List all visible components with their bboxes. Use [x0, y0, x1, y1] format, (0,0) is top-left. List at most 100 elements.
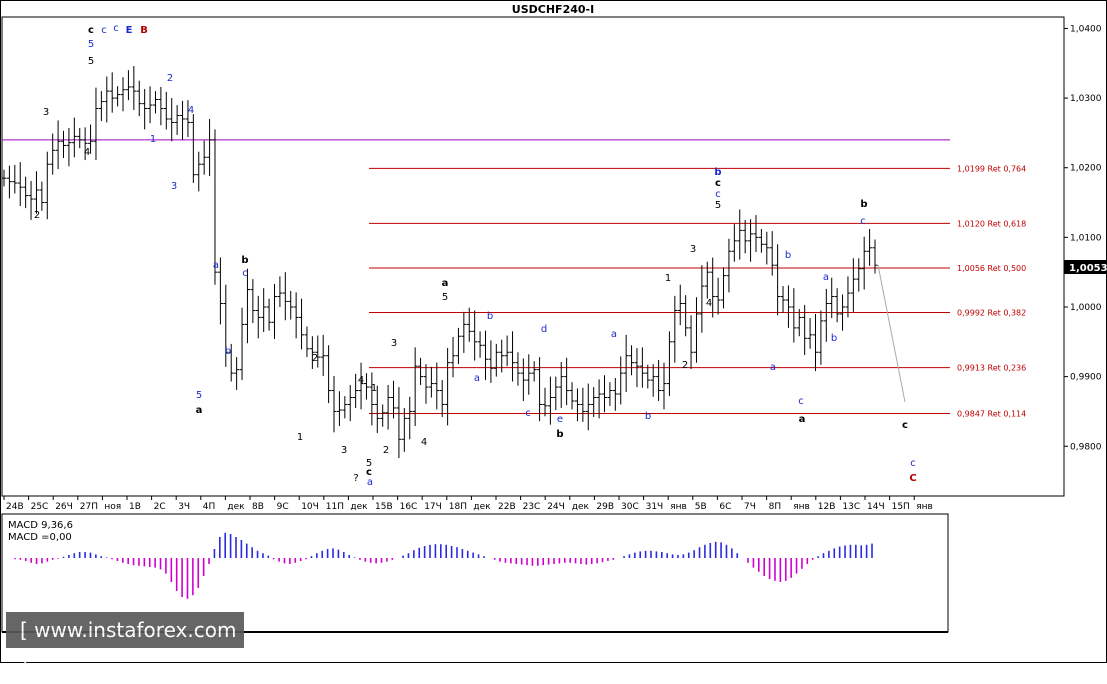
- price-bar: [380, 404, 386, 427]
- price-bar: [439, 380, 445, 418]
- price-bar: [353, 373, 359, 408]
- price-bar: [304, 326, 310, 358]
- price-bar: [618, 356, 624, 405]
- wave-label: a: [442, 278, 449, 289]
- price-bar: [434, 362, 440, 410]
- price-bar: [520, 358, 526, 401]
- price-bar: [688, 315, 694, 369]
- price-bar: [461, 311, 467, 353]
- wave-label: 4: [188, 105, 194, 116]
- wave-label: c: [101, 25, 107, 36]
- price-bar: [677, 284, 683, 326]
- price-bar: [531, 361, 537, 382]
- price-bar: [223, 284, 229, 367]
- macd-label-1: MACD 9,36,6: [8, 520, 73, 531]
- price-bar: [369, 372, 375, 426]
- x-tick-label: 16С: [400, 502, 418, 512]
- x-tick-label: 8П: [769, 502, 782, 512]
- price-bar: [650, 364, 656, 397]
- wave-label: c: [715, 178, 721, 189]
- price-bar: [142, 89, 148, 130]
- price-bar: [661, 362, 667, 410]
- wave-label: 1: [150, 134, 156, 145]
- y-tick-label: 1,0000: [1070, 303, 1102, 313]
- x-tick-label: 30С: [621, 502, 639, 512]
- price-bar: [66, 128, 72, 167]
- price-bar: [710, 257, 716, 318]
- price-bar: [639, 347, 645, 388]
- x-tick-label: 23С: [523, 502, 541, 512]
- chart-title: USDCHF240-I: [512, 3, 594, 16]
- wave-label: 1: [665, 273, 671, 284]
- y-tick-label: 0,9800: [1070, 442, 1102, 452]
- wave-label: 3: [341, 445, 347, 456]
- price-bar: [228, 343, 234, 382]
- price-bar: [504, 335, 510, 367]
- price-bar: [396, 387, 402, 459]
- price-bar: [569, 382, 575, 410]
- x-tick-label: 24Ч: [547, 502, 565, 512]
- price-bar: [726, 238, 732, 293]
- macd-histogram: [14, 532, 873, 599]
- price-bar: [401, 407, 407, 452]
- price-bar: [391, 380, 397, 419]
- x-tick-label: 8В: [252, 502, 264, 512]
- x-tick-label: 3Ч: [178, 502, 190, 512]
- price-bar: [683, 295, 689, 337]
- fib-level-label: 0,9992 Ret 0,382: [957, 309, 1026, 318]
- wave-label: a: [474, 373, 480, 384]
- price-bar: [207, 118, 213, 177]
- price-bar: [109, 72, 115, 113]
- price-bar: [547, 376, 553, 425]
- plot-area: [1, 16, 1065, 497]
- price-bar: [558, 361, 564, 408]
- price-bar: [872, 239, 878, 274]
- price-bar: [418, 357, 424, 385]
- price-bar: [336, 391, 342, 427]
- price-bar: [645, 364, 651, 389]
- x-tick-label: 22В: [498, 502, 516, 512]
- x-tick-label: 25С: [31, 502, 49, 512]
- price-bar: [234, 357, 240, 390]
- x-tick-label: 4П: [203, 502, 216, 512]
- chart-frame: [0, 0, 1107, 663]
- y-tick-label: 1,0400: [1070, 24, 1102, 34]
- price-bar: [163, 91, 169, 130]
- price-bar: [88, 124, 94, 154]
- current-price-label: 1,0053: [1069, 263, 1107, 274]
- price-bar: [412, 347, 418, 427]
- fib-level-label: 1,0199 Ret 0,764: [957, 164, 1026, 173]
- price-bar: [309, 336, 315, 369]
- x-tick-label: 5В: [695, 502, 707, 512]
- wave-label: b: [241, 255, 248, 266]
- price-bar: [98, 91, 104, 122]
- price-bar: [785, 285, 791, 328]
- price-bar: [656, 359, 662, 401]
- price-bar: [769, 231, 775, 276]
- wave-label: 3: [391, 338, 397, 349]
- price-bar: [261, 288, 267, 333]
- price-bar: [33, 171, 39, 214]
- wave-label: a: [213, 260, 219, 271]
- wave-label: c: [902, 420, 908, 431]
- x-tick-label: 10Ч: [301, 502, 319, 512]
- wave-label: b: [785, 250, 791, 261]
- wave-label: 4: [358, 375, 364, 386]
- price-bar: [737, 209, 743, 260]
- price-bar: [180, 100, 186, 140]
- wave-label: 2: [383, 445, 389, 456]
- price-bar: [542, 387, 548, 417]
- wave-label: c: [860, 216, 866, 227]
- wave-label: C: [909, 473, 916, 484]
- price-bar: [347, 384, 353, 422]
- instaforex-watermark: [ www.instaforex.com ]: [6, 612, 244, 678]
- price-bar: [796, 309, 802, 337]
- price-bar: [277, 276, 283, 307]
- x-tick-label: 1В: [129, 502, 141, 512]
- price-bar: [450, 336, 456, 378]
- wave-label: 3: [690, 244, 696, 255]
- wave-label: 5: [366, 458, 372, 469]
- price-bar: [477, 331, 483, 358]
- price-chart[interactable]: USDCHF240-I 1,0199 Ret 0,764 1,0120 Ret 0…: [0, 0, 1107, 663]
- price-bar: [466, 307, 472, 342]
